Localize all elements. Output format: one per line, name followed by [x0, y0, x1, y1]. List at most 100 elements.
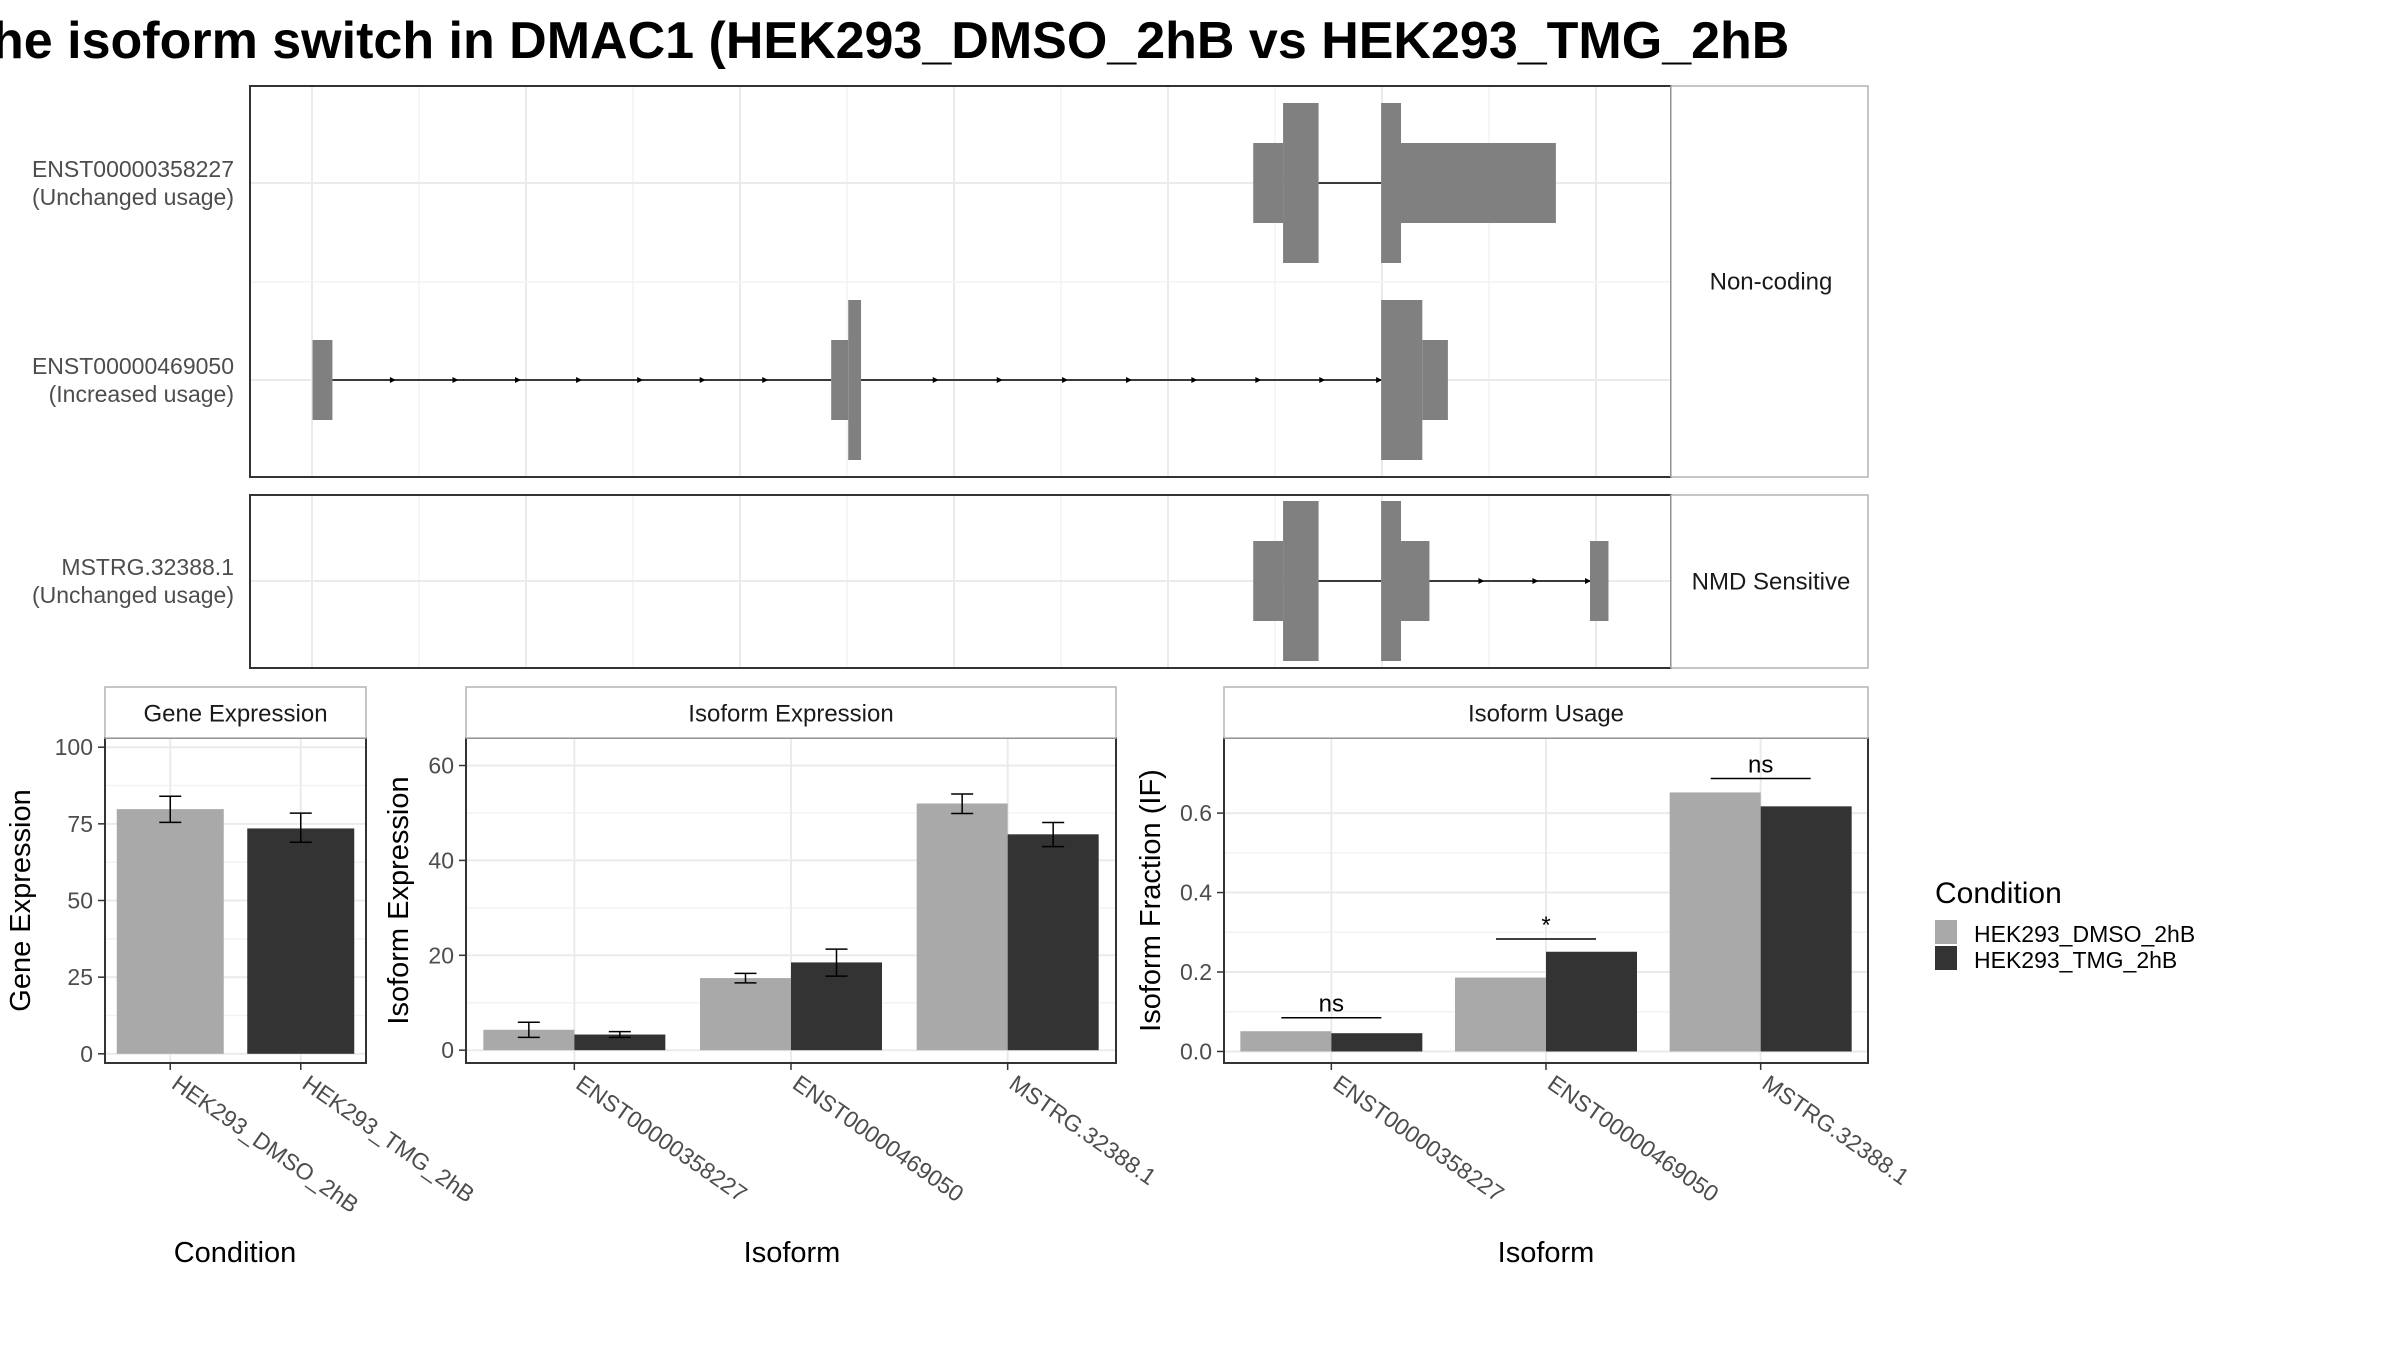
transcript-structure-panel: ENST00000358227(Unchanged usage)ENST0000…: [32, 85, 1869, 669]
transcript-ENST00000358227: ENST00000358227(Unchanged usage): [32, 103, 1556, 263]
strip-box: [1670, 494, 1869, 669]
strand-arrow-icon: [452, 377, 459, 383]
bar: [1240, 1031, 1332, 1052]
y-tick-label: 0.2: [1180, 959, 1212, 985]
bar-charts: Gene Expression0255075100HEK293_DMSO_2hB…: [5, 686, 1914, 1269]
bar: [1455, 977, 1546, 1052]
transcript-ENST00000469050: ENST00000469050(Increased usage): [32, 300, 1448, 460]
transcript-label-usage: (Unchanged usage): [32, 184, 234, 210]
y-tick-label: 75: [67, 811, 93, 837]
exon-utr: [1253, 143, 1284, 223]
x-tick-label: ENST00000469050: [1543, 1070, 1723, 1207]
x-tick-label: MSTRG.32388.1: [1005, 1070, 1161, 1190]
strand-arrow-icon: [1319, 377, 1326, 383]
exon-utr: [831, 340, 849, 420]
strand-arrow-icon: [1532, 578, 1539, 584]
strand-arrow-icon: [1062, 377, 1069, 383]
structure-panel-non-coding: ENST00000358227(Unchanged usage)ENST0000…: [32, 85, 1869, 478]
y-tick-label: 0: [80, 1041, 93, 1067]
exon-cds: [1381, 300, 1423, 460]
strand-arrow-icon: [389, 377, 396, 383]
strand-arrow-icon: [1191, 377, 1198, 383]
strip-box: [104, 686, 367, 739]
strand-arrow-icon: [932, 377, 939, 383]
legend-key-dmso: [1935, 920, 1957, 944]
exon-cds: [1381, 103, 1402, 263]
strand-arrow-icon: [637, 377, 644, 383]
bar: [247, 828, 355, 1054]
significance-label: ns: [1748, 752, 1773, 779]
bar: [1760, 806, 1852, 1052]
bar: [483, 1029, 575, 1051]
bar: [1546, 951, 1637, 1052]
exon-cds: [848, 300, 862, 460]
exon-utr: [1253, 541, 1284, 621]
significance-label: ns: [1319, 991, 1344, 1018]
chart-isoform-usage: ns * ns Isoform Usage 0.0 0.2 0.4 0.6 ENST000003…: [1135, 686, 1914, 1269]
exon-utr: [1422, 340, 1448, 420]
y-axis-title: Gene Expression: [5, 789, 37, 1011]
x-tick-label: ENST00000469050: [788, 1070, 968, 1207]
chart-isoform-expression: Isoform Expression 0 20 40 60 ENST00000358227…: [383, 686, 1161, 1269]
strand-arrow-icon: [1376, 377, 1383, 383]
bar: [1007, 834, 1099, 1051]
strand-arrow-icon: [1126, 377, 1133, 383]
transcript-label-id: ENST00000469050: [32, 353, 234, 379]
transcript-label-usage: (Unchanged usage): [32, 582, 234, 608]
strand-arrow-icon: [1585, 578, 1592, 584]
y-tick-label: 50: [67, 888, 93, 914]
y-tick-label: 100: [55, 734, 93, 760]
y-tick-label: 25: [67, 964, 93, 990]
y-tick-label: 0: [441, 1037, 454, 1063]
legend-label-tmg: HEK293_TMG_2hB: [1974, 947, 2177, 973]
y-axis-title: Isoform Fraction (IF): [1135, 769, 1167, 1032]
x-tick-label: MSTRG.32388.1: [1758, 1070, 1914, 1190]
x-axis-title: Isoform: [1498, 1237, 1595, 1269]
strand-arrow-icon: [514, 377, 521, 383]
strand-arrow-icon: [762, 377, 769, 383]
bar: [1331, 1033, 1423, 1052]
x-axis-title: Condition: [174, 1237, 297, 1269]
legend-title: Condition: [1935, 877, 2062, 910]
structure-panel-nmd-sensitive: MSTRG.32388.1(Unchanged usage) NMD Sensit…: [32, 494, 1869, 669]
transcript-MSTRG.32388.1: MSTRG.32388.1(Unchanged usage): [32, 501, 1609, 661]
strand-arrow-icon: [576, 377, 583, 383]
y-tick-label: 40: [428, 847, 454, 873]
significance-label: *: [1541, 912, 1550, 939]
strip-label: NMD Sensitive: [1692, 569, 1851, 596]
transcript-label-id: ENST00000358227: [32, 156, 234, 182]
bar: [791, 962, 882, 1051]
x-tick-label: ENST00000358227: [571, 1070, 751, 1207]
x-axis-title: Isoform: [744, 1237, 841, 1269]
bar: [916, 803, 1008, 1051]
strip-box: [1223, 686, 1869, 739]
strand-arrow-icon: [1478, 578, 1485, 584]
y-tick-label: 60: [428, 753, 454, 779]
exon-utr: [312, 340, 333, 420]
bar: [116, 809, 224, 1054]
strip-label: Isoform Usage: [1468, 701, 1624, 728]
strip-label: Non-coding: [1710, 269, 1833, 296]
bar: [574, 1034, 666, 1051]
strip-label: Isoform Expression: [688, 701, 893, 728]
y-tick-label: 0.6: [1180, 800, 1212, 826]
y-axis-title: Isoform Expression: [383, 776, 415, 1024]
exon-utr: [1401, 143, 1556, 223]
exon-utr: [1401, 541, 1430, 621]
strip-box: [1670, 85, 1869, 478]
exon-utr: [1590, 541, 1609, 621]
y-tick-label: 20: [428, 942, 454, 968]
strand-arrow-icon: [699, 377, 706, 383]
strip-box: [465, 686, 1117, 739]
exon-cds: [1381, 501, 1402, 661]
exon-cds: [1283, 103, 1319, 263]
y-tick-label: 0.4: [1180, 880, 1212, 906]
strand-arrow-icon: [1255, 377, 1262, 383]
y-tick-label: 0.0: [1180, 1038, 1212, 1064]
figure-title: he isoform switch in DMAC1 (HEK293_DMSO_…: [0, 12, 1789, 70]
legend-key-tmg: [1935, 946, 1957, 970]
bar: [1669, 792, 1761, 1052]
chart-gene-expression: Gene Expression0255075100HEK293_DMSO_2hB…: [5, 686, 479, 1269]
bar: [700, 978, 791, 1051]
